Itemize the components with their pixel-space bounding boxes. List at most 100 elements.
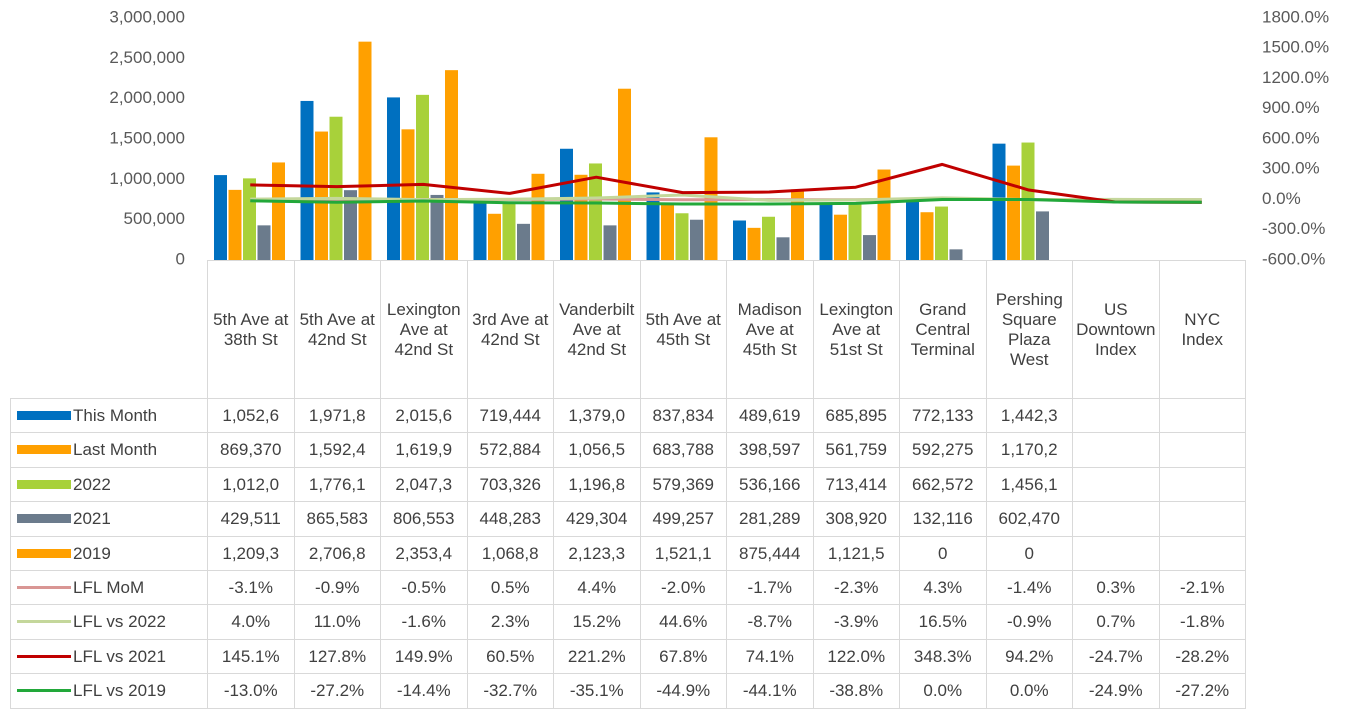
table-cell: 602,470 [985,501,1073,537]
y-tick-label: 2,500,000 [109,48,185,67]
table-cell: 536,166 [726,466,814,503]
table-cell: -44.1% [726,673,814,709]
legend-key [17,514,71,524]
bar [473,201,487,260]
table-cell: 2,047,3 [380,466,468,503]
table-cell: 429,511 [207,501,295,537]
table-cell: -1.4% [985,570,1073,606]
bar [690,219,703,260]
table-cell: 132,116 [899,501,987,537]
legend-entry: 2021 [10,501,208,537]
bar [920,212,934,260]
legend-label: LFL MoM [73,578,145,597]
table-cell: 869,370 [207,432,295,468]
table-cell: 16.5% [899,604,987,640]
table-cell: -14.4% [380,673,468,709]
table-cell: 15.2% [553,604,641,640]
table-cell: 0 [899,535,987,571]
table-cell: 2,015,6 [380,398,468,434]
bar [791,189,804,260]
bar [488,213,501,260]
line-series [250,198,1202,206]
table-cell: 683,788 [639,432,727,468]
table-cell: -35.1% [553,673,641,709]
table-cell: -2.0% [639,570,727,606]
table-cell: 4.3% [899,570,987,606]
legend-label: 2022 [73,474,111,494]
legend-entry: Last Month [10,432,208,468]
table-cell: 2,706,8 [293,535,381,571]
legend-label: 2019 [73,543,111,563]
bar [863,235,876,260]
table-cell [1158,398,1246,434]
bar [1021,142,1035,260]
bar [1007,165,1020,260]
table-cell: 0.0% [899,673,987,709]
legend-label: Last Month [73,440,158,460]
y-tick-label: 1,500,000 [109,128,185,147]
table-cell: 398,597 [726,432,814,468]
table-cell: 875,444 [726,535,814,571]
table-cell [1072,466,1160,503]
bar [430,194,444,260]
bar [315,131,328,260]
legend-entry: 2019 [10,535,208,571]
table-cell: -1.8% [1158,604,1246,640]
bar [257,225,271,260]
table-cell: 0.7% [1072,604,1160,640]
category-header: NYC Index [1158,260,1246,399]
y-tick-label: 1,000,000 [109,169,185,188]
table-cell: 1,456,1 [985,466,1073,503]
category-header: Pershing Square Plaza West [985,260,1073,399]
category-header: Madison Ave at 45th St [726,260,814,399]
legend-entry: LFL vs 2019 [10,673,208,709]
legend-key [17,479,71,489]
table-cell: 1,442,3 [985,398,1073,434]
table-cell [1158,501,1246,537]
table-cell: -1.7% [726,570,814,606]
table-cell: 308,920 [812,501,900,537]
bar [848,202,862,260]
table-cell: 1,971,8 [293,398,381,434]
legend-entry: LFL vs 2022 [10,604,208,640]
table-cell: 719,444 [466,398,554,434]
bar [358,41,372,261]
table-cell: 685,895 [812,398,900,434]
table-cell: -24.7% [1072,638,1160,675]
y2-tick-label: 300.0% [1262,159,1320,178]
legend-label: 2021 [73,509,111,529]
table-cell: 94.2% [985,638,1073,675]
table-cell: 703,326 [466,466,554,503]
category-header: Grand Central Terminal [899,260,987,399]
table-cell: 1,592,4 [293,432,381,468]
table-cell: 1,068,8 [466,535,554,571]
y2-tick-label: 600.0% [1262,128,1320,147]
bar [243,178,256,260]
legend-key [17,620,71,624]
table-cell: 579,369 [639,466,727,503]
bar [935,206,948,260]
category-header: Lexington Ave at 51st St [812,260,900,399]
bar [531,173,545,260]
category-header: US Downtown Index [1072,260,1160,399]
bar [445,70,458,261]
bar [401,129,415,260]
bar [819,204,833,260]
table-cell: -32.7% [466,673,554,709]
bar [603,225,617,260]
bar [502,203,516,260]
bar [574,174,588,260]
table-cell: 127.8% [293,638,381,675]
table-cell: 0.3% [1072,570,1160,606]
table-cell: 44.6% [639,604,727,640]
category-header: 5th Ave at 45th St [639,260,727,399]
category-header: 5th Ave at 38th St [207,260,295,399]
bar [1036,211,1049,260]
y-tick-label: 0 [176,249,185,268]
legend-key [17,654,71,658]
bar [329,116,343,260]
legend-key [17,411,71,420]
table-cell: -8.7% [726,604,814,640]
table-cell [1072,535,1160,571]
bar [992,143,1006,260]
